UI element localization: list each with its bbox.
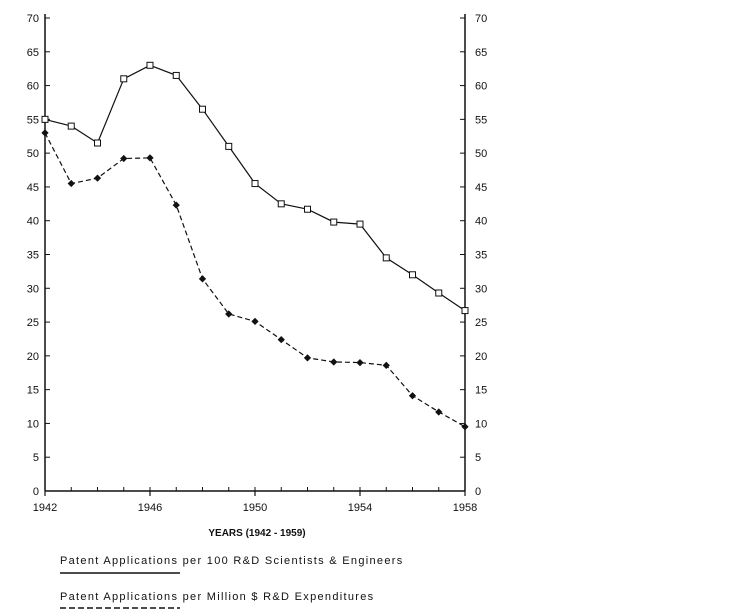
series-1-point (120, 75, 128, 83)
series-1-point (304, 205, 311, 213)
right-y-tick-label: 20 (475, 351, 487, 363)
series-1-point (146, 61, 154, 69)
right-y-tick-label: 50 (475, 148, 487, 160)
right-y-tick-label: 10 (475, 418, 487, 430)
right-y-tick-label: 45 (475, 182, 487, 194)
series-2-point (277, 336, 285, 344)
series-1-point (94, 139, 101, 147)
series-1-point (225, 142, 233, 150)
right-y-tick-label: 40 (475, 216, 487, 228)
series-1-point (67, 122, 75, 130)
series-2-point (356, 358, 364, 367)
series-1-point (461, 307, 469, 315)
series-layer (41, 61, 469, 431)
legend: Patent Applications per 100 R&D Scientis… (60, 555, 404, 609)
series-2-line (44, 132, 466, 428)
left-y-tick-label: 55 (27, 114, 39, 126)
series-2-point (172, 201, 180, 209)
series-2-point (408, 392, 417, 400)
left-y-tick-label: 20 (27, 351, 39, 363)
right-y-tick-label: 70 (475, 13, 487, 25)
series-2-point (93, 174, 102, 182)
series-1-point (356, 220, 364, 228)
left-y-tick-label: 50 (27, 148, 39, 160)
series-2-point (41, 129, 49, 137)
series-1-point (382, 254, 390, 262)
x-tick-label: 1942 (33, 502, 57, 514)
x-tick-label: 1958 (453, 502, 477, 514)
legend-label-series-2: Patent Applications per Million $ R&D Ex… (60, 591, 374, 603)
series-1-point (172, 71, 180, 79)
x-tick-label: 1946 (138, 502, 162, 514)
series-1-point (330, 218, 338, 226)
x-axis-label: YEARS (1942 - 1959) (208, 528, 305, 539)
left-y-tick-label: 25 (27, 317, 39, 329)
right-y-tick-label: 25 (475, 317, 487, 329)
series-1-point (251, 180, 259, 188)
right-y-axis: 0 5 10 15 20 25 30 35 40 45 50 55 60 65 70 (460, 13, 487, 498)
right-y-tick-label: 0 (475, 486, 481, 498)
series-2-point (120, 154, 128, 163)
left-y-tick-label: 10 (27, 418, 39, 430)
series-1-point (41, 115, 49, 123)
right-y-tick-label: 15 (475, 385, 487, 397)
series-2-point (382, 361, 390, 369)
right-y-tick-label: 5 (475, 452, 481, 464)
series-2-point (251, 317, 259, 326)
left-y-tick-label: 45 (27, 182, 39, 194)
left-y-tick-label: 60 (27, 81, 39, 93)
x-tick-label: 1954 (348, 502, 372, 514)
series-1-point (277, 200, 285, 208)
series-2-point (330, 358, 338, 366)
right-y-tick-label: 30 (475, 283, 487, 295)
chart-axes (44, 14, 466, 492)
series-2-point (198, 275, 207, 283)
x-tick-label: 1950 (243, 502, 267, 514)
left-y-tick-label: 30 (27, 283, 39, 295)
series-2-point (67, 179, 75, 188)
left-y-tick-label: 35 (27, 250, 39, 262)
series-1-point (199, 105, 206, 113)
series-2-point (146, 154, 154, 162)
right-y-tick-label: 60 (475, 81, 487, 93)
right-y-tick-label: 55 (475, 114, 487, 126)
legend-label-series-1: Patent Applications per 100 R&D Scientis… (60, 555, 404, 567)
series-1 (41, 61, 469, 315)
series-2-point (225, 310, 233, 318)
left-y-tick-label: 65 (27, 47, 39, 59)
series-2-point (461, 423, 469, 431)
series-1-point (435, 289, 443, 297)
left-y-tick-label: 40 (27, 216, 39, 228)
series-2-point (303, 354, 312, 362)
left-y-tick-label: 0 (33, 486, 39, 498)
series-1-line (44, 64, 466, 312)
left-y-tick-label: 70 (27, 13, 39, 25)
left-y-tick-label: 5 (33, 452, 39, 464)
series-2-point (435, 408, 443, 416)
left-y-axis: 0 5 10 15 20 25 30 35 40 45 50 55 60 65 70 (27, 13, 50, 498)
left-y-tick-label: 15 (27, 385, 39, 397)
right-y-tick-label: 65 (475, 47, 487, 59)
right-y-tick-label: 35 (475, 250, 487, 262)
series-2 (41, 129, 469, 431)
x-axis: 1942 1946 1950 1954 1958 (33, 487, 477, 514)
series-1-point (409, 271, 416, 279)
